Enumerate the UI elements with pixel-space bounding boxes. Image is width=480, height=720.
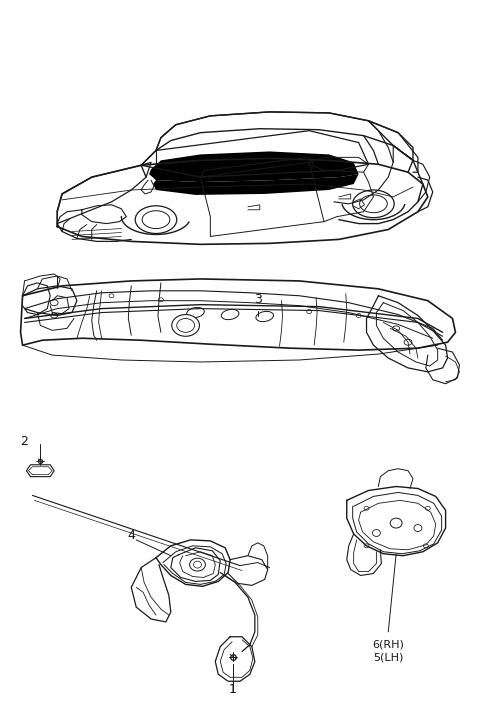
Ellipse shape <box>356 314 361 318</box>
Ellipse shape <box>142 211 170 228</box>
Polygon shape <box>153 174 359 195</box>
Ellipse shape <box>50 300 58 305</box>
Ellipse shape <box>425 506 430 510</box>
Ellipse shape <box>423 544 428 548</box>
Ellipse shape <box>372 529 380 536</box>
Ellipse shape <box>51 313 58 318</box>
Ellipse shape <box>190 558 205 571</box>
Ellipse shape <box>360 195 387 212</box>
Ellipse shape <box>187 307 204 318</box>
Polygon shape <box>149 151 359 182</box>
Ellipse shape <box>135 206 177 233</box>
Text: 6(RH)
5(LH): 6(RH) 5(LH) <box>372 640 404 662</box>
Ellipse shape <box>390 518 402 528</box>
Ellipse shape <box>414 525 422 531</box>
Ellipse shape <box>158 298 163 302</box>
Text: 2: 2 <box>21 435 28 448</box>
Ellipse shape <box>172 315 200 336</box>
Ellipse shape <box>109 294 114 298</box>
Text: 3: 3 <box>254 292 262 305</box>
Ellipse shape <box>364 544 369 548</box>
Ellipse shape <box>193 561 202 568</box>
Ellipse shape <box>307 310 312 314</box>
Ellipse shape <box>353 190 394 217</box>
Text: 1: 1 <box>229 683 237 696</box>
Ellipse shape <box>177 318 194 333</box>
Ellipse shape <box>221 310 239 320</box>
Ellipse shape <box>404 339 412 345</box>
Ellipse shape <box>364 506 369 510</box>
Ellipse shape <box>256 312 274 322</box>
Ellipse shape <box>393 326 400 331</box>
Text: 4: 4 <box>127 529 135 542</box>
